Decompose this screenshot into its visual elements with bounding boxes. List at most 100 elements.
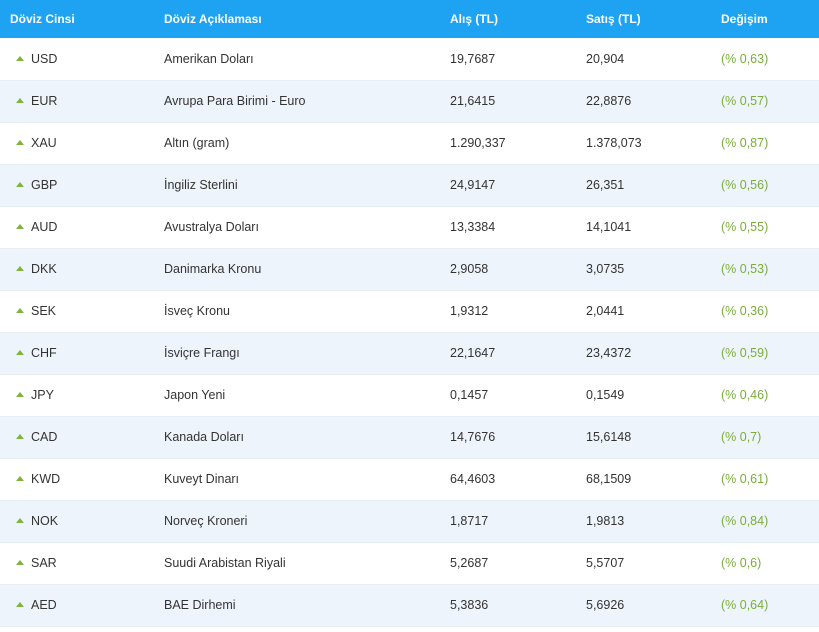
buy-price: 14,7676	[450, 430, 496, 444]
currency-description: Norveç Kroneri	[164, 514, 248, 528]
buy-price: 1.290,337	[450, 136, 506, 150]
column-header-description[interactable]: Döviz Açıklaması	[164, 12, 262, 26]
table-row[interactable]: NOK Norveç Kroneri 1,8717 1,9813 (% 0,84)	[0, 500, 819, 542]
currency-code[interactable]: NOK	[31, 514, 59, 528]
table-row[interactable]: USD Amerikan Doları 19,7687 20,904 (% 0,63)	[0, 38, 819, 80]
currency-code-cell[interactable]: SAR	[0, 542, 164, 584]
sell-price: 2,0441	[586, 304, 625, 318]
table-row[interactable]: JPY Japon Yeni 0,1457 0,1549 (% 0,46)	[0, 374, 819, 416]
currency-code[interactable]: EUR	[31, 94, 58, 108]
currency-code[interactable]: SEK	[31, 304, 57, 318]
column-header-buy[interactable]: Alış (TL)	[450, 12, 498, 26]
buy-price: 5,2687	[450, 556, 489, 570]
currency-code-cell[interactable]: GBP	[0, 164, 164, 206]
currency-code-cell[interactable]: JPY	[0, 374, 164, 416]
change-percent: (% 0,87)	[721, 136, 769, 150]
sell-price: 23,4372	[586, 346, 632, 360]
sell-price: 3,0735	[586, 262, 625, 276]
table-row[interactable]: AED BAE Dirhemi 5,3836 5,6926 (% 0,64)	[0, 584, 819, 626]
table-row[interactable]: CAD Kanada Doları 14,7676 15,6148 (% 0,7)	[0, 416, 819, 458]
currency-code[interactable]: AUD	[31, 220, 58, 234]
currency-description: Japon Yeni	[164, 388, 226, 402]
column-header-sell[interactable]: Satış (TL)	[586, 12, 641, 26]
buy-price: 2,9058	[450, 262, 489, 276]
table-row[interactable]: CHF İsviçre Frangı 22,1647 23,4372 (% 0,59)	[0, 332, 819, 374]
currency-code-cell[interactable]: NOK	[0, 500, 164, 542]
table-row[interactable]: XAU Altın (gram) 1.290,337 1.378,073 (% 0,87…	[0, 122, 819, 164]
table-row[interactable]: EUR Avrupa Para Birimi - Euro 21,6415 22,88…	[0, 80, 819, 122]
up-arrow-icon	[16, 98, 24, 103]
currency-code[interactable]: DKK	[31, 262, 57, 276]
buy-price: 1,8717	[450, 514, 489, 528]
table-row[interactable]: GBP İngiliz Sterlini 24,9147 26,351 (% 0,56)	[0, 164, 819, 206]
table-row[interactable]: AUD Avustralya Doları 13,3384 14,1041 (% 0,5…	[0, 206, 819, 248]
table-row[interactable]: SAR Suudi Arabistan Riyali 5,2687 5,5707 (% …	[0, 542, 819, 584]
sell-price: 5,5707	[586, 556, 625, 570]
currency-code-cell[interactable]: USD	[0, 38, 164, 80]
currency-code-cell[interactable]: AED	[0, 584, 164, 626]
currency-code[interactable]: USD	[31, 51, 58, 66]
up-arrow-icon	[16, 434, 24, 439]
currency-code-cell[interactable]: DKK	[0, 248, 164, 290]
sell-price: 0,1549	[586, 388, 625, 402]
change-percent: (% 0,63)	[721, 51, 769, 66]
currency-code[interactable]: GBP	[31, 178, 58, 192]
currency-code-cell[interactable]: CHF	[0, 332, 164, 374]
table-row[interactable]: KWD Kuveyt Dinarı 64,4603 68,1509 (% 0,61)	[0, 458, 819, 500]
currency-code[interactable]: JPY	[31, 388, 54, 402]
currency-code[interactable]: KWD	[31, 472, 61, 486]
buy-price: 0,1457	[450, 388, 489, 402]
change-percent: (% 0,84)	[721, 514, 769, 528]
change-percent: (% 0,53)	[721, 262, 769, 276]
up-arrow-icon	[16, 350, 24, 355]
currency-code-cell[interactable]: CAD	[0, 416, 164, 458]
change-percent: (% 0,64)	[721, 598, 769, 612]
currency-code-cell[interactable]: EUR	[0, 80, 164, 122]
column-header-code[interactable]: Döviz Cinsi	[10, 12, 75, 26]
currency-description: Danimarka Kronu	[164, 262, 262, 276]
currency-description: Kuveyt Dinarı	[164, 472, 240, 486]
currency-code[interactable]: CHF	[31, 346, 57, 360]
sell-price: 26,351	[586, 178, 625, 192]
up-arrow-icon	[16, 518, 24, 523]
sell-price: 22,8876	[586, 94, 632, 108]
buy-price: 21,6415	[450, 94, 496, 108]
currency-description: İsveç Kronu	[164, 304, 231, 318]
table-row[interactable]: DKK Danimarka Kronu 2,9058 3,0735 (% 0,53)	[0, 248, 819, 290]
up-arrow-icon	[16, 602, 24, 607]
up-arrow-icon	[16, 476, 24, 481]
currency-description: Avustralya Doları	[164, 220, 259, 234]
change-percent: (% 0,57)	[721, 94, 769, 108]
change-percent: (% 0,61)	[721, 472, 769, 486]
currency-code-cell[interactable]: XAU	[0, 122, 164, 164]
currency-description: İsviçre Frangı	[164, 346, 240, 360]
currency-code[interactable]: CAD	[31, 430, 58, 444]
currency-code-cell[interactable]: SEK	[0, 290, 164, 332]
currency-code[interactable]: SAR	[31, 556, 57, 570]
column-header-change[interactable]: Değişim	[721, 12, 768, 26]
up-arrow-icon	[16, 308, 24, 313]
currency-code-cell[interactable]: KWD	[0, 458, 164, 500]
up-arrow-icon	[16, 224, 24, 229]
currency-description: Kanada Doları	[164, 430, 244, 444]
currency-description: Suudi Arabistan Riyali	[164, 556, 286, 570]
currency-code-cell[interactable]: AUD	[0, 206, 164, 248]
change-percent: (% 0,59)	[721, 346, 769, 360]
buy-price: 22,1647	[450, 346, 496, 360]
table-row[interactable]: SEK İsveç Kronu 1,9312 2,0441 (% 0,36)	[0, 290, 819, 332]
currency-description: BAE Dirhemi	[164, 598, 236, 612]
header-row: Döviz Cinsi Döviz Açıklaması Alış (TL) S…	[0, 0, 819, 38]
change-percent: (% 0,55)	[721, 220, 769, 234]
sell-price: 14,1041	[586, 220, 632, 234]
currency-code[interactable]: AED	[31, 598, 57, 612]
buy-price: 19,7687	[450, 51, 496, 66]
currency-code[interactable]: XAU	[31, 136, 57, 150]
change-percent: (% 0,36)	[721, 304, 769, 318]
sell-price: 15,6148	[586, 430, 632, 444]
change-percent: (% 0,46)	[721, 388, 769, 402]
up-arrow-icon	[16, 140, 24, 145]
up-arrow-icon	[16, 560, 24, 565]
currency-description: İngiliz Sterlini	[164, 178, 238, 192]
sell-price: 20,904	[586, 51, 625, 66]
